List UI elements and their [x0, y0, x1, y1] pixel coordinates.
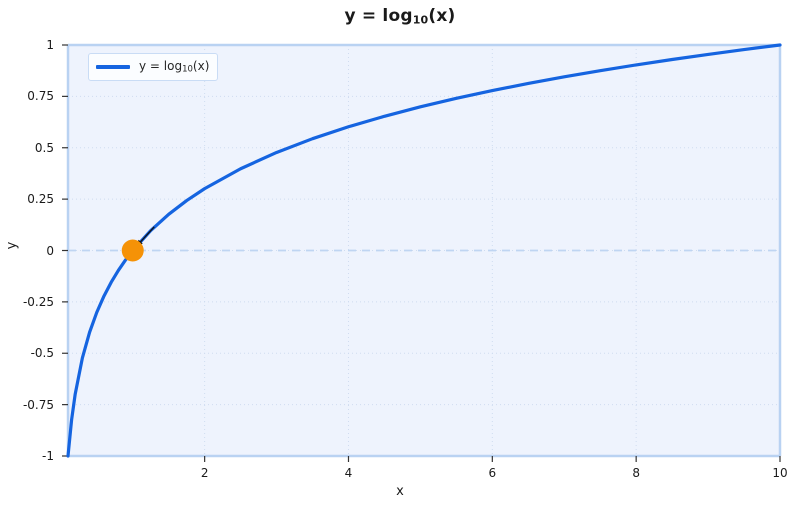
y-tick-label: -1	[42, 449, 54, 463]
x-tick-label: 2	[200, 466, 209, 480]
y-axis-label: y	[4, 241, 20, 250]
y-tick-label: 0.75	[27, 89, 54, 104]
marker-layer	[121, 239, 144, 262]
legend-label-tail: (x)	[192, 59, 210, 73]
y-tick-label: 0.5	[34, 140, 54, 155]
chart-title-subscript: 10	[412, 13, 429, 27]
x-axis-label: x	[396, 484, 404, 499]
legend-color-swatch	[96, 64, 130, 69]
y-axis-tickmarks	[62, 44, 68, 457]
x-tick-label: 4	[344, 466, 353, 480]
x-tick-label: 10	[772, 466, 788, 480]
chart-legend[interactable]: y = log10(x)	[88, 53, 219, 81]
legend-entry-label: y = log10(x)	[139, 59, 209, 75]
series-line-log10	[66, 43, 782, 458]
y-tick-label: 0.25	[27, 192, 54, 207]
y-tick-label: -0.25	[22, 294, 54, 309]
y-tick-label: -0.5	[30, 346, 54, 361]
y-tick-label: 1	[46, 38, 54, 52]
y-tick-label: -0.75	[22, 397, 54, 412]
chart-title-tail: (x)	[428, 6, 456, 26]
legend-label-subscript: 10	[182, 64, 193, 75]
x-tick-label: 6	[488, 466, 497, 480]
x-tick-label: 8	[632, 466, 640, 480]
legend-label-base: y = log	[139, 59, 183, 73]
y-tick-label: 0	[46, 243, 54, 258]
chart-title-base: y = log	[344, 6, 413, 26]
x-axis-tickmarks	[204, 456, 781, 462]
chart-title: y = log10(x)	[0, 6, 800, 26]
